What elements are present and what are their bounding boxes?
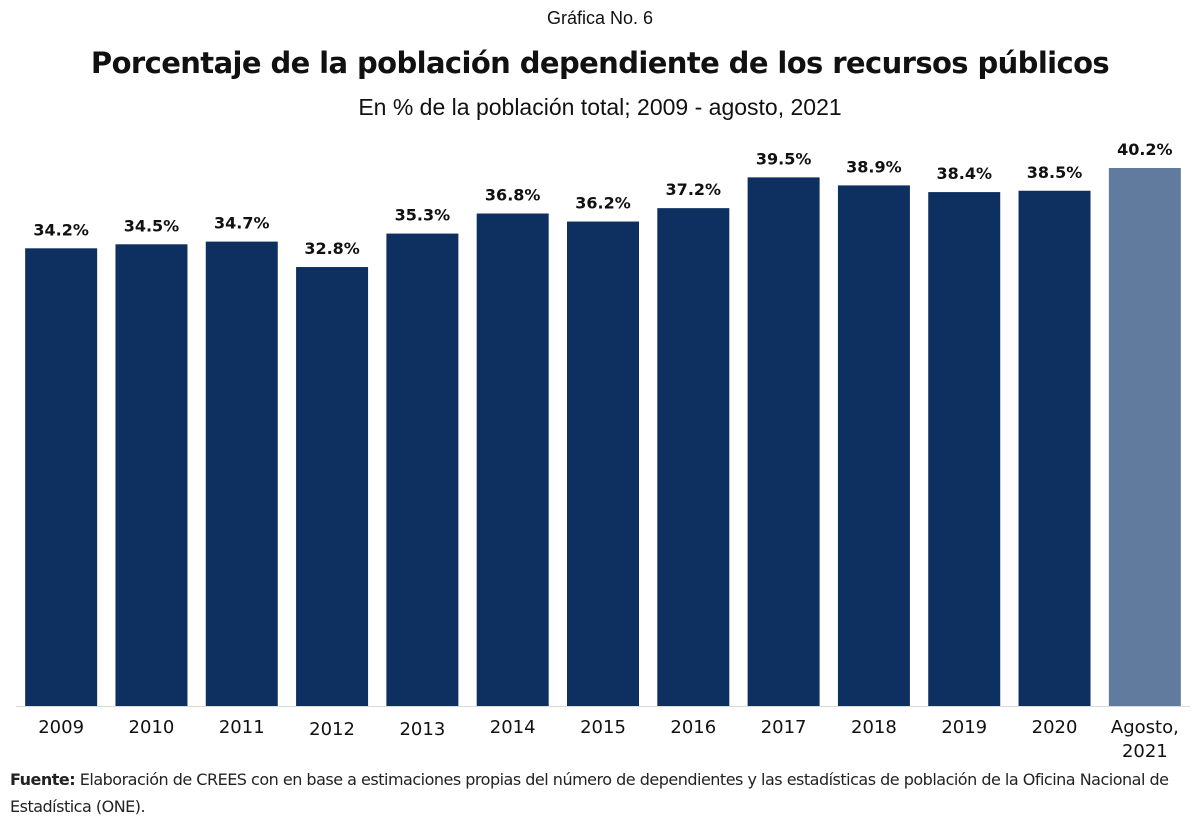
data-label: 38.9% [846,157,902,176]
chart-number: Gráfica No. 6 [546,8,654,28]
bar-agosto-2021 [1108,168,1181,706]
chart-title: Porcentaje de la población dependiente d… [90,46,1110,80]
data-label: 35.3% [395,206,451,225]
x-tick-label: 2015 [580,717,626,738]
data-label: 37.2% [666,180,722,199]
data-label: 34.2% [33,220,89,239]
data-label: 36.2% [575,194,631,213]
source-label: Fuente: [10,770,76,789]
x-tick-label: 2018 [851,717,897,738]
x-tick-label: 2020 [1032,717,1078,738]
x-tick-label: 2017 [761,717,807,738]
data-label: 36.8% [485,186,541,205]
bar-chart: 34.2% 34.5% 34.7% 32.8% 35.3% 36.8% 36.2% 37.2%… [16,140,1190,760]
bar-2009 [25,248,98,706]
bar-2010 [115,244,188,707]
source-note: Fuente: Elaboración de CREES con en base… [10,766,1195,820]
bar-2011 [205,241,278,706]
data-label: 32.8% [304,239,360,258]
data-label: 38.4% [936,164,992,183]
x-tick-label: 2013 [399,719,445,740]
x-tick-label: Agosto, [1111,717,1179,738]
bar-2015 [567,221,639,706]
x-tick-label: 2012 [309,719,355,740]
x-tick-label: 2009 [38,717,84,738]
bar-2016 [657,208,730,707]
bar-2019 [928,192,1001,707]
bar-2012 [296,267,369,706]
chart-subtitle: En % de la población total; 2009 - agost… [358,94,842,120]
x-tick-label: 2010 [129,717,175,738]
x-tick-label: 2021 [1122,741,1168,760]
bar-2014 [476,213,549,706]
x-tick-labels-group: 2009 2010 2011 2012 2013 2014 2015 2016 2017 2018… [38,717,1179,760]
x-tick-label: 2016 [670,717,716,738]
x-tick-label: 2014 [490,717,536,738]
source-text: Elaboración de CREES con en base a estim… [10,770,1169,816]
data-label: 38.5% [1027,163,1083,182]
bar-2020 [1018,190,1091,707]
data-labels-group: 34.2% 34.5% 34.7% 32.8% 35.3% 36.8% 36.2% 37.2%… [33,140,1172,258]
x-tick-label: 2019 [941,717,987,738]
x-tick-label: 2011 [219,717,265,738]
data-label: 40.2% [1117,140,1173,159]
bar-2013 [386,233,459,706]
bar-2018 [837,185,910,706]
bar-2017 [747,177,820,706]
data-label: 39.5% [756,149,812,168]
bars-group [25,168,1181,707]
data-label: 34.5% [124,216,180,235]
data-label: 34.7% [214,214,270,233]
